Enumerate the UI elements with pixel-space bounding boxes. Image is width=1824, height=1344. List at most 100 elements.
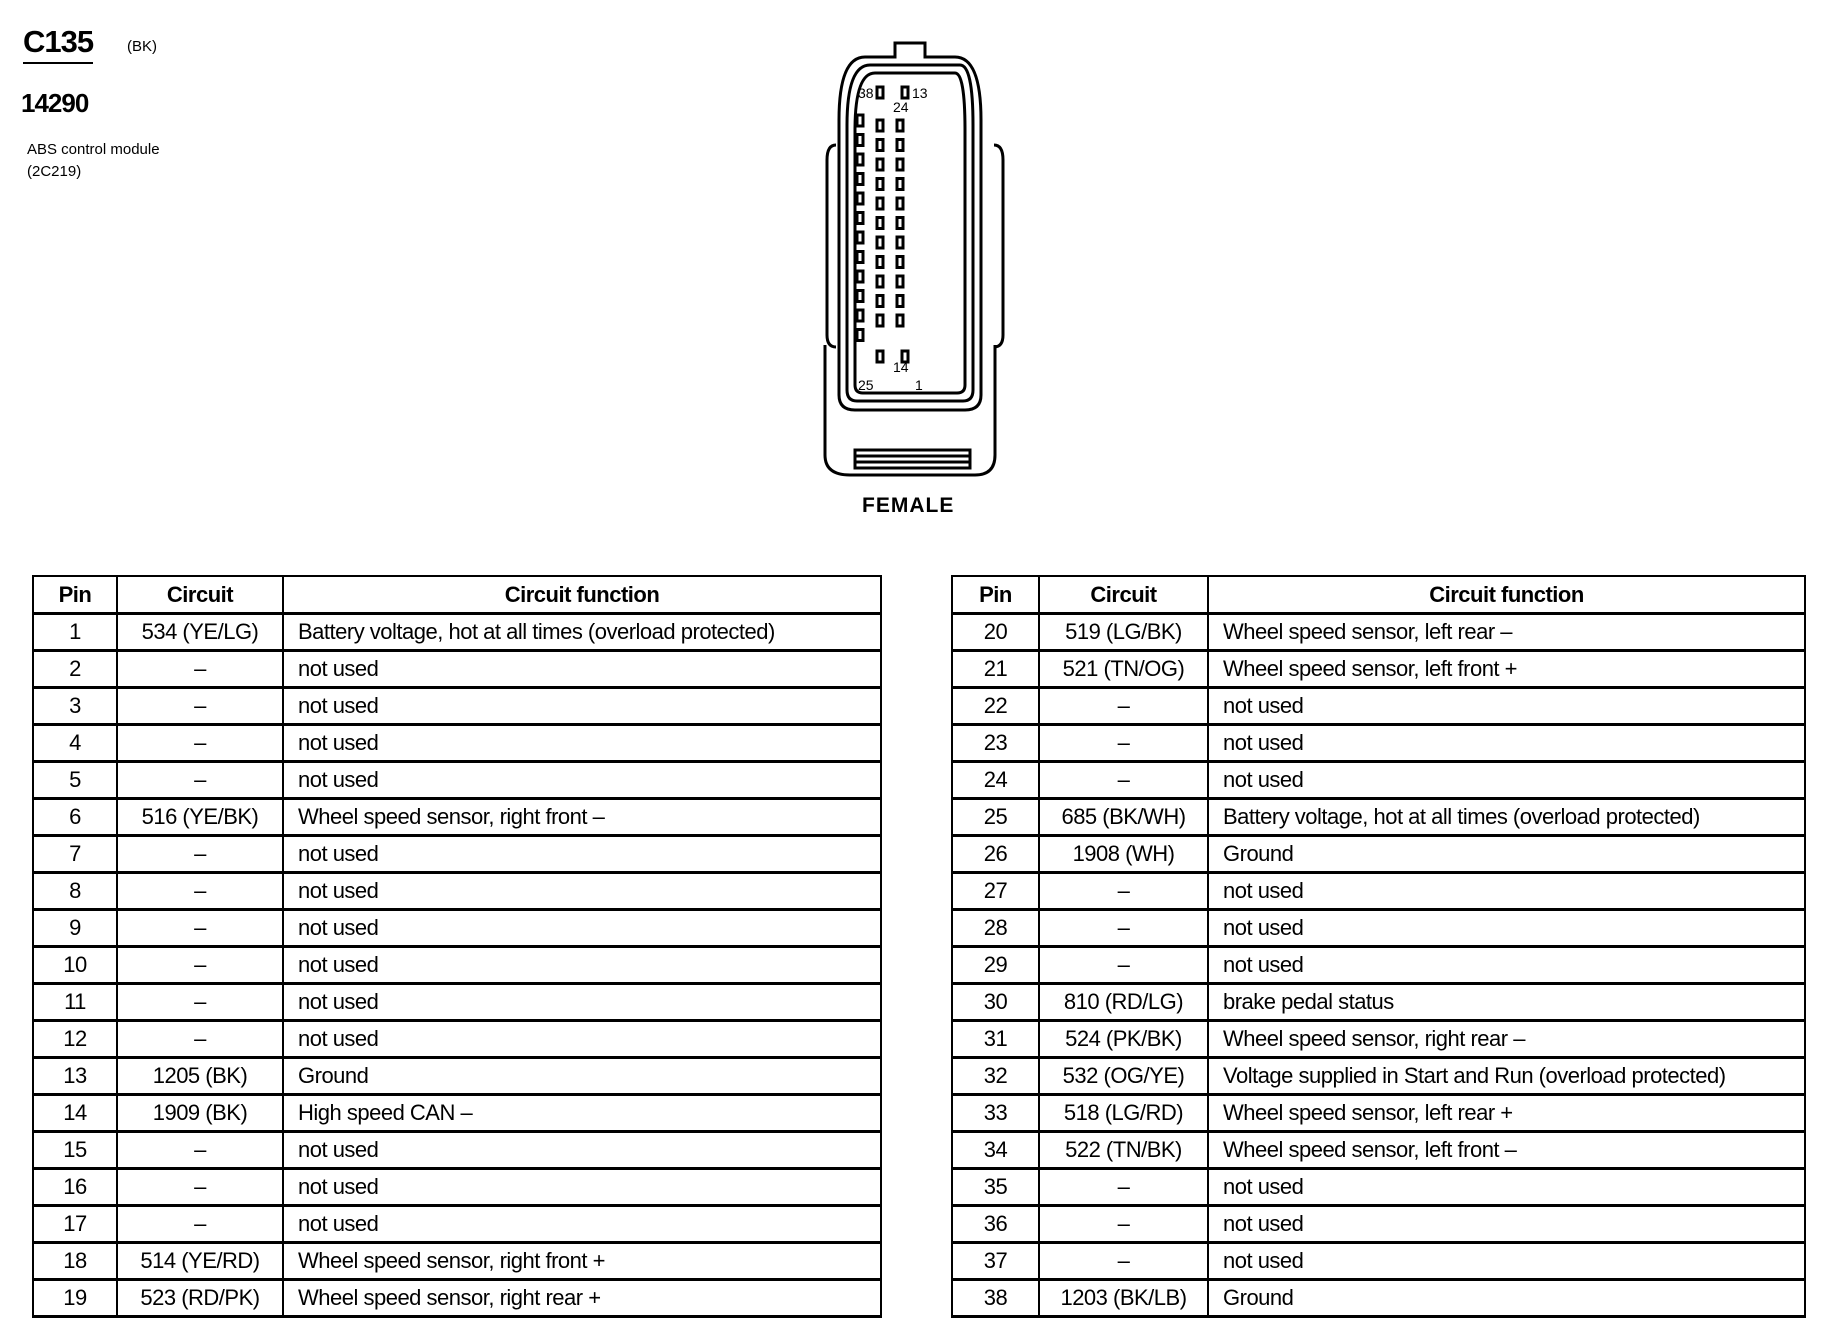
pin-cavity bbox=[855, 230, 865, 245]
cell-pin: 26 bbox=[951, 834, 1040, 874]
pin-cavity bbox=[895, 138, 905, 152]
header-pin: Pin bbox=[32, 575, 118, 615]
table-row: 1 534 (YE/LG) Battery voltage, hot at all … bbox=[32, 612, 882, 652]
pin-cavity bbox=[875, 85, 885, 100]
cell-function: not used bbox=[282, 1130, 882, 1170]
cell-function: Wheel speed sensor, right front + bbox=[282, 1241, 882, 1281]
table-row: 35– not used bbox=[951, 1167, 1806, 1207]
pin-label-14: 14 bbox=[893, 359, 909, 375]
table-row: 36– not used bbox=[951, 1204, 1806, 1244]
header-circuit: Circuit bbox=[1038, 575, 1209, 615]
cell-function: Wheel speed sensor, left rear – bbox=[1207, 612, 1806, 652]
cell-function: not used bbox=[282, 834, 882, 874]
cell-pin: 8 bbox=[32, 871, 118, 911]
cell-circuit: – bbox=[116, 945, 284, 985]
cell-function: Wheel speed sensor, left rear + bbox=[1207, 1093, 1806, 1133]
table-row: 16– not used bbox=[32, 1167, 882, 1207]
table-row: 7– not used bbox=[32, 834, 882, 874]
cell-circuit: – bbox=[1038, 1204, 1209, 1244]
cell-pin: 21 bbox=[951, 649, 1040, 689]
cell-pin: 18 bbox=[32, 1241, 118, 1281]
table-row: 10– not used bbox=[32, 945, 882, 985]
cell-pin: 24 bbox=[951, 760, 1040, 800]
pin-label-13: 13 bbox=[912, 85, 928, 101]
table-row: 3– not used bbox=[32, 686, 882, 726]
pin-cavity bbox=[855, 133, 865, 147]
cell-pin: 16 bbox=[32, 1167, 118, 1207]
cell-circuit: 810 (RD/LG) bbox=[1038, 982, 1209, 1022]
cell-pin: 32 bbox=[951, 1056, 1040, 1096]
table-row: 17– not used bbox=[32, 1204, 882, 1244]
pin-cavity bbox=[855, 308, 865, 323]
pin-cavity bbox=[855, 269, 865, 284]
cell-function: Battery voltage, hot at all times (overl… bbox=[1207, 797, 1806, 837]
cell-pin: 5 bbox=[32, 760, 118, 800]
table-row: 28– not used bbox=[951, 908, 1806, 948]
table-row: 9– not used bbox=[32, 908, 882, 948]
cell-function: not used bbox=[1207, 1241, 1806, 1281]
cell-function: not used bbox=[282, 649, 882, 689]
cell-function: not used bbox=[282, 1167, 882, 1207]
cell-function: Wheel speed sensor, left front – bbox=[1207, 1130, 1806, 1170]
cell-pin: 27 bbox=[951, 871, 1040, 911]
gender-label: FEMALE bbox=[862, 494, 955, 517]
pin-cavity bbox=[855, 328, 865, 342]
cell-pin: 35 bbox=[951, 1167, 1040, 1207]
cell-pin: 36 bbox=[951, 1204, 1040, 1244]
cell-function: Battery voltage, hot at all times (overl… bbox=[282, 612, 882, 652]
cell-circuit: 516 (YE/BK) bbox=[116, 797, 284, 837]
pin-cavity bbox=[855, 211, 865, 225]
pin-cavity bbox=[900, 85, 910, 100]
cell-pin: 19 bbox=[32, 1278, 118, 1318]
table-row: 14 1909 (BK) High speed CAN – bbox=[32, 1093, 882, 1133]
table-row: 15– not used bbox=[32, 1130, 882, 1170]
table-row: 30 810 (RD/LG) brake pedal status bbox=[951, 982, 1806, 1022]
pin-cavity bbox=[895, 313, 905, 328]
cell-circuit: 524 (PK/BK) bbox=[1038, 1019, 1209, 1059]
table-row: 18 514 (YE/RD) Wheel speed sensor, right f… bbox=[32, 1241, 882, 1281]
cell-function: High speed CAN – bbox=[282, 1093, 882, 1133]
cell-pin: 12 bbox=[32, 1019, 118, 1059]
description-text: ABS control module bbox=[27, 141, 160, 158]
cell-circuit: 523 (RD/PK) bbox=[116, 1278, 284, 1318]
cell-pin: 23 bbox=[951, 723, 1040, 763]
cell-pin: 7 bbox=[32, 834, 118, 874]
table-row: 13 1205 (BK) Ground bbox=[32, 1056, 882, 1096]
table-row: 2– not used bbox=[32, 649, 882, 689]
pin-cavity bbox=[895, 196, 905, 211]
cell-circuit: – bbox=[1038, 760, 1209, 800]
cell-pin: 30 bbox=[951, 982, 1040, 1022]
cell-pin: 22 bbox=[951, 686, 1040, 726]
connector-id: C135 bbox=[23, 24, 94, 64]
cell-circuit: 521 (TN/OG) bbox=[1038, 649, 1209, 689]
table-row: 6 516 (YE/BK) Wheel speed sensor, right fr… bbox=[32, 797, 882, 837]
table-row: 31 524 (PK/BK) Wheel speed sensor, right r… bbox=[951, 1019, 1806, 1059]
cell-function: not used bbox=[282, 723, 882, 763]
cell-circuit: 685 (BK/WH) bbox=[1038, 797, 1209, 837]
cell-function: not used bbox=[1207, 945, 1806, 985]
pin-cavity bbox=[895, 274, 905, 289]
cell-pin: 11 bbox=[32, 982, 118, 1022]
cell-pin: 4 bbox=[32, 723, 118, 763]
pin-cavity bbox=[875, 294, 885, 308]
cell-circuit: 518 (LG/RD) bbox=[1038, 1093, 1209, 1133]
pin-cavity bbox=[875, 274, 885, 289]
header-pin: Pin bbox=[951, 575, 1040, 615]
cell-function: not used bbox=[1207, 723, 1806, 763]
pin-label-1: 1 bbox=[915, 377, 923, 393]
pin-cavity bbox=[895, 235, 905, 250]
cell-pin: 9 bbox=[32, 908, 118, 948]
table-row: 8– not used bbox=[32, 871, 882, 911]
pin-cavity bbox=[875, 177, 885, 191]
connector-diagram: 38 13 24 14 25 1 bbox=[823, 41, 1005, 477]
table-row: 20 519 (LG/BK) Wheel speed sensor, left re… bbox=[951, 612, 1806, 652]
table-row: 23– not used bbox=[951, 723, 1806, 763]
cell-function: not used bbox=[282, 945, 882, 985]
cell-function: not used bbox=[1207, 1167, 1806, 1207]
table-row: 22– not used bbox=[951, 686, 1806, 726]
pin-cavity bbox=[855, 289, 865, 303]
cell-circuit: – bbox=[116, 1019, 284, 1059]
cell-circuit: 1908 (WH) bbox=[1038, 834, 1209, 874]
cell-function: Wheel speed sensor, right rear – bbox=[1207, 1019, 1806, 1059]
table-row: 5– not used bbox=[32, 760, 882, 800]
